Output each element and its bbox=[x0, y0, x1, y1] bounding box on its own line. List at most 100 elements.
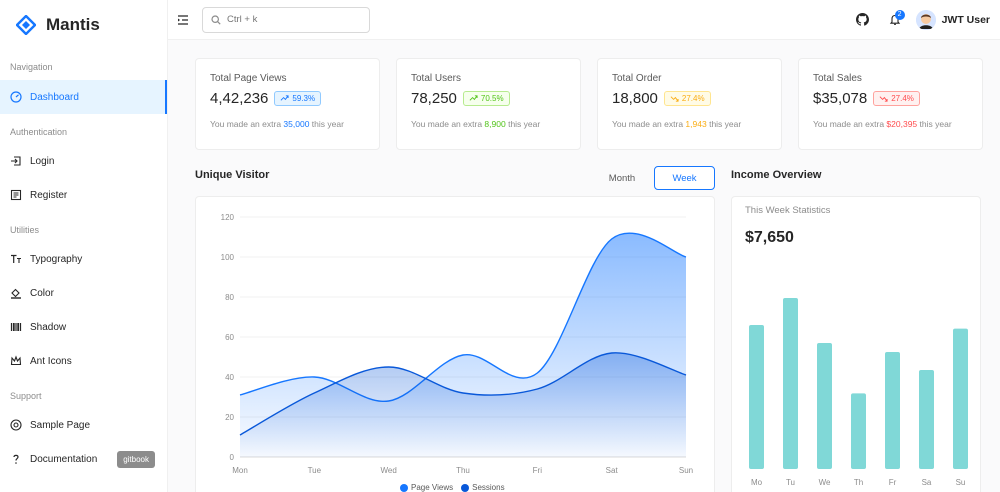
stat-footnote: You made an extra $20,395 this year bbox=[813, 119, 968, 129]
bar-th[interactable] bbox=[851, 393, 866, 469]
stat-title: Total Order bbox=[612, 73, 662, 84]
stat-change-value: 59.3% bbox=[292, 94, 316, 103]
rise-icon bbox=[469, 95, 478, 101]
income-bar-chart: Mo Tu We Th Fr Sa Su bbox=[749, 298, 968, 487]
unique-visitor-card: 0 20 40 60 80 100 120 Mon Tue Wed Thu Fri Sat Sun bbox=[195, 196, 715, 492]
x-tick-label: Thu bbox=[456, 466, 470, 475]
nav-group-label: Authentication bbox=[10, 127, 68, 137]
brand-name: Mantis bbox=[46, 15, 100, 34]
sidebar-item-sample-page[interactable]: Sample Page bbox=[0, 408, 167, 442]
sidebar-item-label: Register bbox=[30, 189, 68, 201]
chart-legend: Page Views Sessions bbox=[400, 483, 505, 492]
stat-value: 78,250 bbox=[411, 90, 457, 107]
stat-card-total-users: Total Users 78,250 70.5% You made an extra … bbox=[396, 58, 581, 150]
stat-foot-suffix: this year bbox=[709, 119, 742, 129]
bar-fr[interactable] bbox=[885, 352, 900, 469]
income-subtitle: This Week Statistics bbox=[745, 205, 831, 216]
sidebar-item-register[interactable]: Register bbox=[0, 178, 167, 212]
nav-group-label: Support bbox=[10, 391, 42, 401]
sidebar-item-label: Color bbox=[30, 287, 54, 299]
bar-mo[interactable] bbox=[749, 325, 764, 469]
nav-group-label: Navigation bbox=[10, 62, 53, 72]
stat-footnote: You made an extra 35,000 this year bbox=[210, 119, 365, 129]
notifications-button[interactable]: 2 bbox=[884, 9, 906, 31]
stat-change-chip: 70.5% bbox=[462, 91, 510, 106]
y-tick-label: 40 bbox=[225, 373, 234, 382]
sidebar-item-dashboard[interactable]: Dashboard bbox=[0, 80, 167, 114]
sidebar-item-login[interactable]: Login bbox=[0, 144, 167, 178]
stat-card-total-order: Total Order 18,800 27.4% You made an extra … bbox=[597, 58, 782, 150]
crown-icon bbox=[10, 355, 22, 367]
avatar[interactable] bbox=[915, 9, 936, 30]
stat-card-total-sales: Total Sales $35,078 27.4% You made an extra… bbox=[798, 58, 983, 150]
user-avatar-icon bbox=[915, 9, 936, 30]
toggle-month-button[interactable]: Month bbox=[608, 172, 636, 184]
y-tick-label: 0 bbox=[230, 453, 235, 462]
fall-icon bbox=[879, 96, 888, 102]
user-name[interactable]: JWT User bbox=[941, 13, 990, 26]
area-fill-sessions bbox=[240, 352, 686, 457]
search-icon bbox=[211, 14, 221, 25]
sidebar-item-typography[interactable]: Typography bbox=[0, 242, 167, 276]
stat-foot-suffix: this year bbox=[508, 119, 541, 129]
register-icon bbox=[10, 189, 22, 201]
sidebar-item-shadow[interactable]: Shadow bbox=[0, 310, 167, 344]
y-tick-label: 100 bbox=[221, 253, 235, 262]
stat-change-chip: 27.4% bbox=[873, 91, 920, 106]
x-tick-label: Mon bbox=[232, 466, 248, 475]
stat-foot-value: $20,395 bbox=[886, 119, 918, 129]
toggle-week-button[interactable]: Week bbox=[654, 166, 715, 190]
y-tick-label: 60 bbox=[225, 333, 234, 342]
bar-x-label: Th bbox=[854, 478, 863, 487]
sidebar-item-label: Login bbox=[30, 155, 55, 167]
y-tick-label: 120 bbox=[221, 213, 235, 222]
legend-sessions-label[interactable]: Sessions bbox=[472, 483, 505, 492]
search-box[interactable] bbox=[202, 6, 370, 33]
stat-change-value: 27.4% bbox=[891, 94, 914, 103]
fall-icon bbox=[670, 96, 679, 102]
stat-foot-prefix: You made an extra bbox=[612, 119, 684, 129]
bar-sa[interactable] bbox=[919, 370, 934, 469]
bar-we[interactable] bbox=[817, 343, 832, 469]
sidebar-item-ant-icons[interactable]: Ant Icons bbox=[0, 344, 167, 378]
brand-logo[interactable]: Mantis bbox=[0, 0, 167, 50]
bar-tu[interactable] bbox=[783, 298, 798, 469]
gitbook-badge: gitbook bbox=[117, 450, 155, 468]
top-header: 2 JWT User bbox=[168, 0, 1000, 40]
y-tick-label: 80 bbox=[225, 293, 234, 302]
sidebar-item-label: Shadow bbox=[30, 321, 67, 333]
question-icon bbox=[10, 453, 22, 465]
legend-page-views-label[interactable]: Page Views bbox=[411, 483, 454, 492]
dashboard-icon bbox=[10, 91, 22, 103]
bar-x-label: We bbox=[819, 478, 831, 487]
x-tick-label: Wed bbox=[381, 466, 397, 475]
stat-foot-value: 1,943 bbox=[685, 119, 707, 129]
sidebar-item-label: Ant Icons bbox=[30, 355, 72, 367]
github-button[interactable] bbox=[852, 9, 874, 31]
stat-value: $35,078 bbox=[813, 90, 868, 107]
unique-visitor-title: Unique Visitor bbox=[195, 169, 270, 181]
stat-change-value: 70.5% bbox=[480, 94, 504, 103]
sidebar-item-documentation[interactable]: Documentation gitbook bbox=[0, 442, 167, 476]
stat-card-total-page-views: Total Page Views 4,42,236 59.3% You made an… bbox=[195, 58, 380, 150]
sidebar-item-color[interactable]: Color bbox=[0, 276, 167, 310]
bar-x-label: Fr bbox=[889, 478, 897, 487]
bg-colors-icon bbox=[10, 287, 22, 299]
income-overview-card: Mo Tu We Th Fr Sa Su bbox=[731, 196, 981, 492]
legend-sessions-dot bbox=[461, 483, 470, 492]
sidebar-nav: Navigation Dashboard Authentication Login Re… bbox=[0, 50, 167, 476]
menu-toggle-button[interactable] bbox=[176, 13, 190, 27]
bar-x-label: Su bbox=[956, 478, 966, 487]
menu-fold-icon bbox=[178, 14, 188, 25]
stat-value: 4,42,236 bbox=[210, 90, 269, 107]
x-tick-label: Sun bbox=[679, 466, 693, 475]
sidebar-item-label: Dashboard bbox=[30, 91, 79, 103]
search-input[interactable] bbox=[227, 14, 357, 25]
stat-title: Total Users bbox=[411, 73, 462, 84]
bar-su[interactable] bbox=[953, 328, 968, 469]
x-tick-label: Tue bbox=[308, 466, 322, 475]
stat-foot-suffix: this year bbox=[919, 119, 952, 129]
sidebar-item-label: Typography bbox=[30, 253, 83, 265]
stat-foot-prefix: You made an extra bbox=[210, 119, 282, 129]
mantis-logo-icon bbox=[16, 15, 36, 35]
